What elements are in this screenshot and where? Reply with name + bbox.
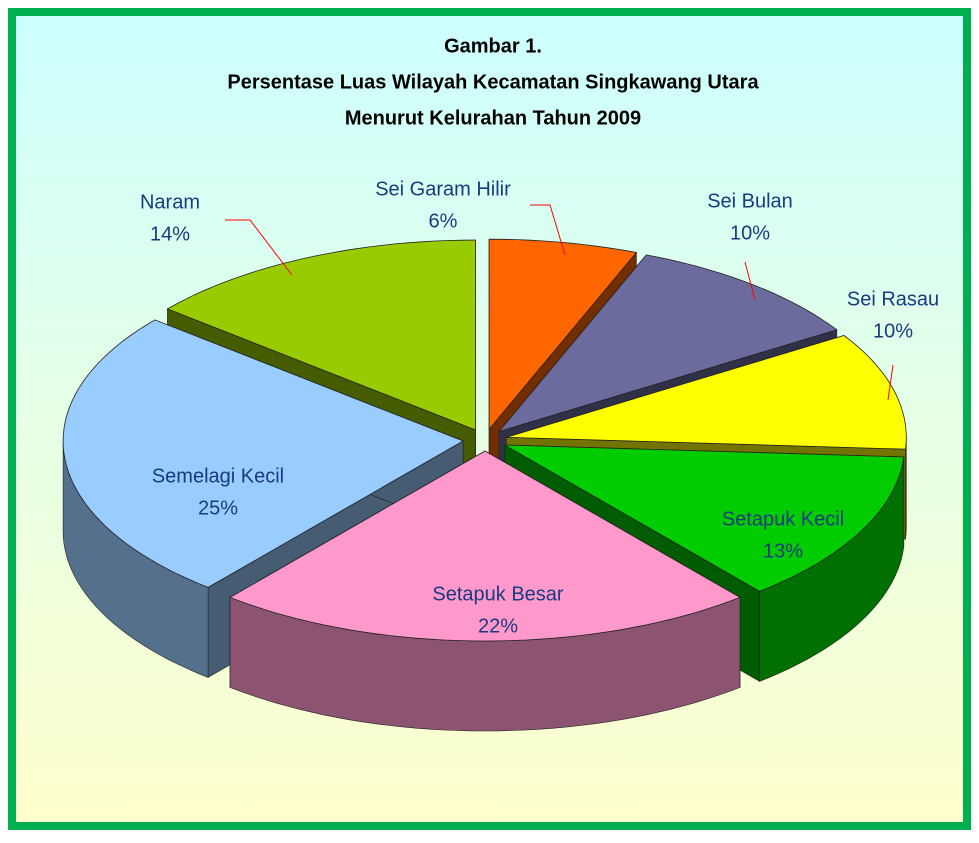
slice-label-value: 6% [429,210,458,232]
pie [62,238,907,732]
slice [506,335,907,450]
slice-outer-side [905,437,907,540]
slice-label-name: Sei Bulan [707,190,793,212]
slice-label-name: Setapuk Besar [432,583,564,605]
slice-label-value: 13% [763,540,803,562]
leader-line [530,204,566,256]
slice [62,319,465,588]
slice [488,238,638,431]
labels: Sei Garam Hilir 6% Sei Bulan 10% Sei Rasau 10… [140,178,939,637]
slice-label-name: Sei Rasau [847,288,939,310]
slice-label-name: Sei Garam Hilir [375,178,511,200]
slice-label-name: Semelagi Kecil [152,465,284,487]
leader-line [887,364,894,401]
slice-label-name: Setapuk Kecil [722,508,844,530]
title-group: Gambar 1. Persentase Luas Wilayah Kecamat… [227,35,759,129]
slice-label-value: 10% [730,222,770,244]
chart-title: Persentase Luas Wilayah Kecamatan Singka… [227,71,759,93]
slice [504,444,905,592]
slice-label-value: 22% [478,615,518,637]
slice [497,254,838,433]
slice-label-value: 14% [150,223,190,245]
slice [229,450,741,642]
chart-title: Gambar 1. [444,35,542,57]
slice [166,239,476,431]
leader-line [744,261,756,301]
slice-label-value: 10% [873,320,913,342]
chart-title: Menurut Kelurahan Tahun 2009 [345,107,641,129]
slice-label-name: Naram [140,191,200,213]
slice-label-value: 25% [198,497,238,519]
leader-line [225,219,293,276]
